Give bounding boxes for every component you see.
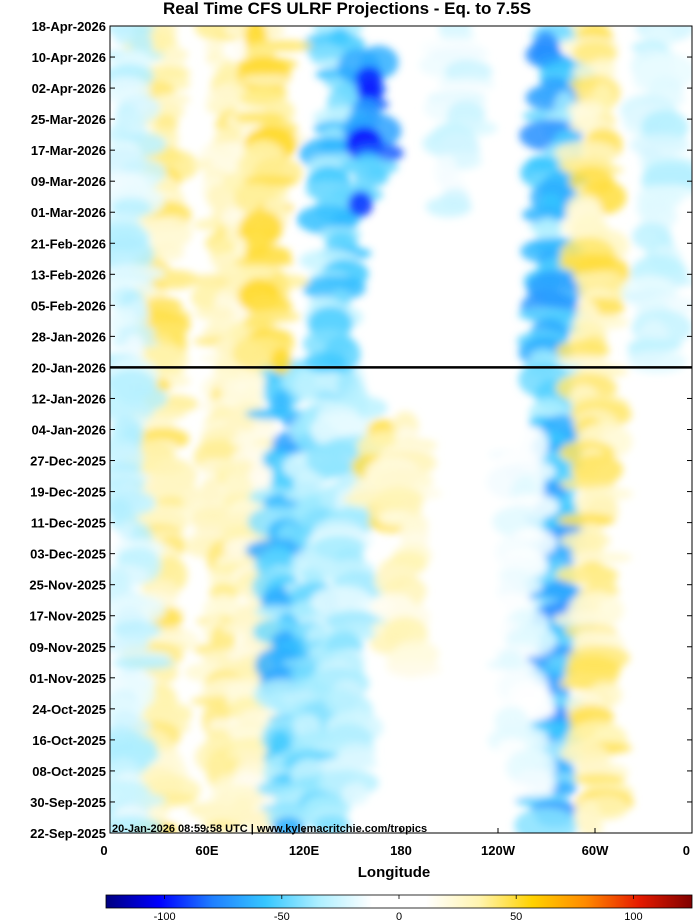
y-tick-label: 19-Dec-2025 xyxy=(30,485,106,500)
x-tick-label: 60E xyxy=(195,843,218,858)
y-tick-label: 11-Dec-2025 xyxy=(31,516,106,531)
y-tick-label: 10-Apr-2026 xyxy=(32,50,106,65)
y-tick-label: 21-Feb-2026 xyxy=(31,236,106,251)
heatmap-band xyxy=(418,26,498,218)
y-tick-label: 12-Jan-2026 xyxy=(32,391,106,406)
colorbar-tick-label: -100 xyxy=(154,911,176,921)
x-tick-label: 0 xyxy=(100,843,107,858)
colorbar-tick-label: 100 xyxy=(624,911,642,921)
x-tick-label: 60W xyxy=(582,843,609,858)
heatmap-band xyxy=(296,26,377,374)
heatmap-field xyxy=(110,26,692,833)
y-tick-label: 08-Oct-2025 xyxy=(32,764,106,779)
y-tick-label: 27-Dec-2025 xyxy=(30,454,106,469)
y-tick-label: 24-Oct-2025 xyxy=(32,702,106,717)
heatmap-band xyxy=(331,45,404,217)
colorbar-ticks: -100 -50 0 50 100 xyxy=(154,895,643,921)
y-tick-label: 13-Feb-2026 xyxy=(31,267,106,282)
y-tick-label: 05-Feb-2026 xyxy=(31,298,106,313)
heatmap-band xyxy=(486,426,560,799)
y-tick-label: 09-Nov-2025 xyxy=(29,640,106,655)
y-tick-label: 22-Sep-2025 xyxy=(30,826,106,841)
x-axis-title: Longitude xyxy=(358,864,430,881)
x-tick-label: 0 xyxy=(683,843,690,858)
x-axis: 0 60E 120E 180 120W 60W 0 xyxy=(100,828,693,858)
heatmap-band xyxy=(620,26,692,374)
y-tick-label: 01-Mar-2026 xyxy=(31,205,106,220)
heatmap-band xyxy=(305,359,391,806)
heatmap-band xyxy=(110,26,175,833)
chart-title: Real Time CFS ULRF Projections - Eq. to … xyxy=(163,0,531,18)
colorbar-tick-label: -50 xyxy=(274,911,290,921)
y-tick-label: 16-Oct-2025 xyxy=(32,733,106,748)
y-axis: 18-Apr-2026 10-Apr-2026 02-Apr-2026 25-Mar-… xyxy=(29,19,692,841)
y-tick-label: 09-Mar-2026 xyxy=(31,174,106,189)
y-tick-label: 04-Jan-2026 xyxy=(32,423,106,438)
y-tick-label: 25-Nov-2025 xyxy=(29,578,106,593)
timestamp-footer: 20-Jan-2026 08:59:58 UTC | www.kylemacri… xyxy=(112,823,427,835)
x-tick-label: 120E xyxy=(289,843,320,858)
y-tick-label: 01-Nov-2025 xyxy=(29,671,106,686)
heatmap-band xyxy=(232,26,313,375)
heatmap-band xyxy=(552,26,634,833)
colorbar-tick-label: 0 xyxy=(396,911,402,921)
y-tick-label: 20-Jan-2026 xyxy=(32,360,106,375)
y-tick-label: 17-Nov-2025 xyxy=(29,609,106,624)
y-tick-label: 25-Mar-2026 xyxy=(31,112,106,127)
heatmap-band xyxy=(365,411,443,678)
y-tick-label: 03-Dec-2025 xyxy=(30,547,106,562)
y-tick-label: 02-Apr-2026 xyxy=(32,81,106,96)
y-tick-label: 30-Sep-2025 xyxy=(30,795,106,810)
y-tick-label: 18-Apr-2026 xyxy=(32,19,106,34)
x-tick-label: 120W xyxy=(481,843,516,858)
y-tick-label: 28-Jan-2026 xyxy=(32,329,106,344)
colorbar-tick-label: 50 xyxy=(510,911,522,921)
y-tick-label: 17-Mar-2026 xyxy=(31,143,106,158)
x-tick-label: 180 xyxy=(390,843,412,858)
